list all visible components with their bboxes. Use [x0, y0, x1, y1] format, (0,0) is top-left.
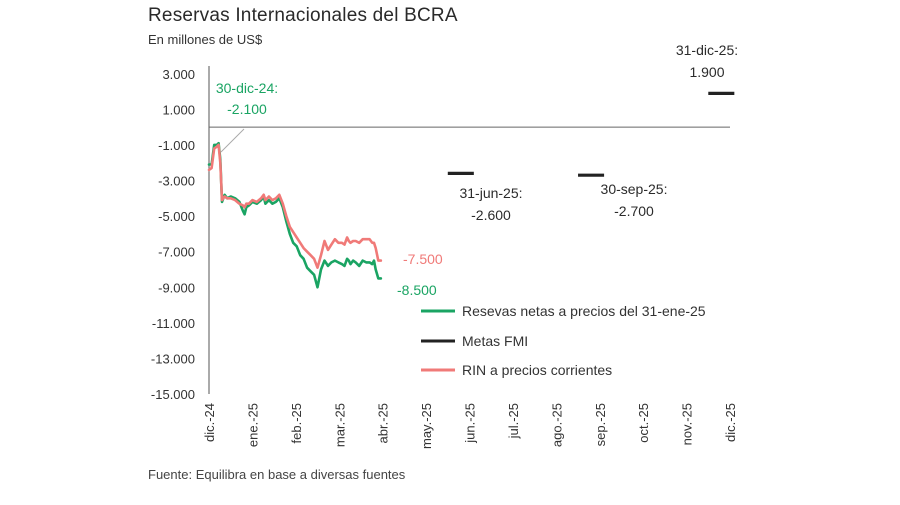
ann-dic24-value: -2.100	[227, 101, 267, 117]
ann-dic24-label: 30-dic-24:	[216, 80, 278, 96]
x-tick-label: feb.-25	[289, 403, 304, 443]
y-tick-label: -15.000	[151, 387, 195, 402]
x-tick-label: dic.-24	[202, 403, 217, 442]
x-tick-label: ene.-25	[245, 403, 260, 447]
y-tick-label: -1.000	[158, 138, 195, 153]
y-tick-label: 1.000	[162, 102, 195, 117]
y-tick-label: -7.000	[158, 245, 195, 260]
chart-axes	[208, 66, 730, 394]
legend-label-1: Metas FMI	[462, 333, 528, 349]
y-tick-label: -13.000	[151, 351, 195, 366]
series-line-0	[207, 141, 383, 289]
legend: Resevas netas a precios del 31-ene-25 Met…	[421, 303, 706, 378]
annotation-leader-line	[220, 128, 245, 153]
ann-dic25-label: 31-dic-25:	[676, 42, 738, 58]
x-tick-label: may.-25	[419, 403, 434, 449]
chart-title: Reservas Internacionales del BCRA	[148, 5, 458, 26]
x-tick-label: mar.-25	[332, 403, 347, 447]
series-lines	[207, 91, 735, 289]
x-tick-label: dic.-25	[723, 403, 738, 442]
ann-sep25-value: -2.700	[614, 203, 654, 219]
ann-netas-end-label: -8.500	[397, 282, 437, 298]
y-tick-label: 3.000	[162, 67, 195, 82]
ann-sep25-label: 30-sep-25:	[601, 181, 668, 197]
chart-source: Fuente: Equilibra en base a diversas fue…	[148, 467, 406, 482]
y-tick-label: -3.000	[158, 174, 195, 189]
x-tick-label: jul.-25	[506, 403, 521, 439]
legend-label-0: Resevas netas a precios del 31-ene-25	[462, 303, 706, 319]
legend-label-2: RIN a precios corrientes	[462, 362, 612, 378]
chart-subtitle: En millones de US$	[148, 32, 263, 47]
ann-jun25-value: -2.600	[471, 207, 511, 223]
x-axis-ticks: dic.-24 ene.-25 feb.-25 mar.-25 abr.-25 may.-…	[202, 403, 738, 449]
y-axis-ticks: 3.000 1.000 -1.000 -3.000 -5.000 -7.000 -9.000…	[151, 67, 195, 402]
y-tick-label: -9.000	[158, 280, 195, 295]
x-tick-label: nov.-25	[680, 403, 695, 445]
x-tick-label: sep.-25	[593, 403, 608, 446]
x-tick-label: abr.-25	[376, 403, 391, 443]
ann-jun25-label: 31-jun-25:	[459, 185, 522, 201]
y-tick-label: -11.000	[152, 316, 195, 331]
annotations: 30-dic-24: -2.100 31-jun-25: -2.600 30-sep-2…	[216, 42, 738, 298]
ann-rin-end-label: -7.500	[403, 251, 443, 267]
x-tick-label: oct.-25	[636, 403, 651, 443]
ann-dic25-value: 1.900	[689, 64, 724, 80]
y-tick-label: -5.000	[158, 209, 195, 224]
x-tick-label: ago.-25	[549, 403, 564, 447]
series-line-2	[207, 143, 383, 270]
x-tick-label: jun.-25	[463, 403, 478, 444]
